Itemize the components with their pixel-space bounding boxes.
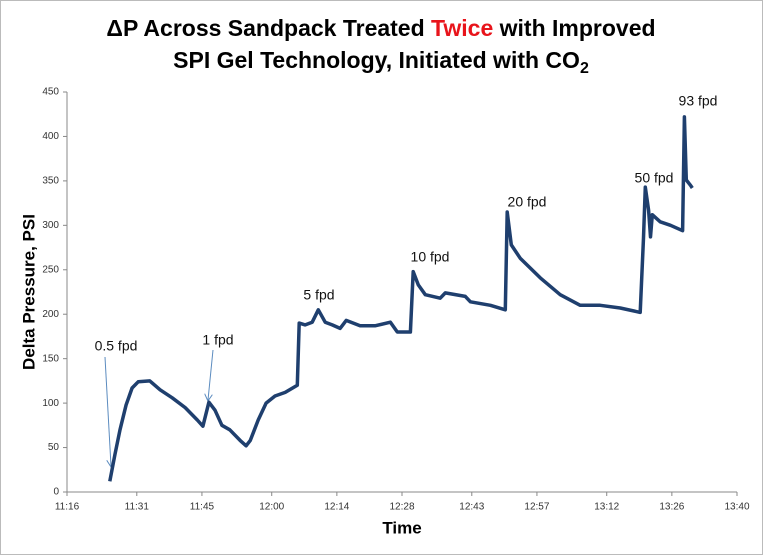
title-part: SPI Gel Technology, Initiated with CO — [173, 47, 580, 73]
x-tick-label: 11:45 — [190, 502, 215, 513]
annotation: 5 fpd — [303, 287, 334, 303]
chart-title: SPI Gel Technology, Initiated with CO2 — [173, 47, 589, 77]
title-part: ΔP Across Sandpack Treated — [106, 15, 431, 41]
title-part: with Improved — [493, 15, 655, 41]
y-tick-label: 250 — [42, 264, 59, 275]
x-tick-label: 11:31 — [125, 502, 150, 513]
x-tick-label: 12:43 — [459, 502, 484, 513]
annotation: 1 fpd — [202, 332, 233, 348]
x-tick-label: 13:12 — [594, 502, 619, 513]
y-tick-label: 100 — [42, 398, 59, 409]
annotation: 0.5 fpd — [95, 338, 138, 354]
y-tick-label: 400 — [42, 131, 59, 142]
annotation-arrow — [104, 356, 111, 466]
y-tick-label: 300 — [42, 220, 59, 231]
data-line — [108, 115, 694, 482]
y-tick-label: 450 — [42, 87, 59, 98]
x-tick-label: 12:57 — [524, 502, 549, 513]
x-tick-label: 12:14 — [324, 502, 349, 513]
y-tick-label: 0 — [53, 487, 59, 498]
annotation: 50 fpd — [635, 170, 674, 186]
annotation: 10 fpd — [411, 249, 450, 265]
x-tick-label: 13:40 — [724, 502, 749, 513]
y-axis-label: Delta Pressure, PSI — [19, 214, 38, 370]
y-tick-label: 350 — [42, 176, 59, 187]
x-axis-label: Time — [382, 518, 421, 537]
x-tick-label: 13:26 — [659, 502, 684, 513]
x-tick-label: 12:00 — [259, 502, 284, 513]
x-tick-label: 11:16 — [55, 502, 80, 513]
title-subscript: 2 — [580, 60, 589, 77]
y-tick-label: 50 — [48, 442, 60, 453]
y-tick-label: 200 — [42, 309, 59, 320]
annotation: 93 fpd — [679, 93, 718, 109]
x-tick-label: 12:28 — [389, 502, 414, 513]
y-tick-label: 150 — [42, 353, 59, 364]
annotation: 20 fpd — [508, 194, 547, 210]
annotation-arrow — [208, 349, 214, 400]
chart-title: ΔP Across Sandpack Treated Twice with Im… — [106, 15, 655, 41]
title-highlight: Twice — [431, 15, 493, 41]
